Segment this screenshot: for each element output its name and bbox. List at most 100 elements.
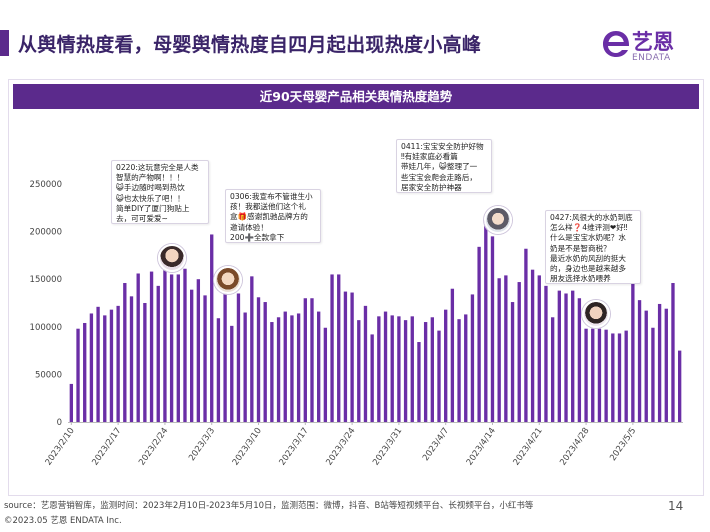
bar [644,310,648,422]
bar [677,350,682,422]
bar [203,295,207,422]
bar [464,314,468,422]
bar [450,288,455,422]
bar [310,298,314,422]
bar [537,275,541,422]
y-tick-label: 150000 [30,275,62,285]
bar [250,276,254,422]
bar [444,309,448,422]
bar [637,300,642,422]
bar [337,274,341,422]
bar [176,274,180,422]
copyright: ©2023.05 艺恩 ENDATA Inc. [4,516,122,526]
bar [116,305,120,422]
bar [517,282,521,422]
x-tick-label: 2023/2/17 [90,426,123,467]
chart-panel: 近90天母婴产品相关舆情热度趋势 [8,79,704,496]
bar [169,274,174,422]
bar [330,274,334,422]
bar [76,328,80,422]
bar [163,269,167,422]
y-tick-label: 200000 [30,228,62,238]
y-tick-label: 0 [57,418,62,428]
bar [423,322,428,422]
x-tick-label: 2023/2/10 [44,426,77,467]
bar [617,333,622,422]
bar [430,317,434,422]
endata-logo-icon [603,31,630,57]
y-tick-label: 100000 [30,323,62,333]
bar [437,330,441,422]
bar [149,271,154,422]
bar [129,296,134,422]
bar [263,302,267,422]
bar [69,383,74,422]
callout-0220: 0220:这玩意完全是人类 智慧的产物啊！！！ 😺手边随时喝到热饮 😺也太快乐了… [111,160,209,224]
bar [524,248,528,422]
x-tick-label: 2023/4/7 [421,426,451,463]
bar [584,328,588,422]
bar [343,291,348,422]
bar [183,268,187,422]
avatar-0411 [484,206,512,234]
bar [624,330,628,422]
bar [604,329,608,422]
x-tick-label: 2023/3/31 [371,426,404,467]
bar [317,311,321,422]
bar [123,283,127,422]
logo: 艺恩 ENDATA [600,26,696,66]
bar [544,285,548,422]
x-tick-label: 2023/4/28 [558,426,591,467]
bar [196,279,201,422]
callout-0427: 0427:风很大的水奶到底 怎么样❓4维评测❤好‼ 什么是宝宝水奶呢？水 奶是不… [545,210,641,284]
bar [651,327,655,422]
callout-0411: 0411:宝宝安全防护好物 ‼有娃家庭必看篇 带娃几年，😺整理了一 些宝宝会爬会… [396,139,492,193]
avatar-0220 [158,244,186,272]
bar [243,312,247,422]
bar [477,246,481,422]
x-tick-label: 2023/3/24 [324,426,357,467]
title-accent-bar [0,30,9,56]
bar [156,285,160,422]
bar [530,269,535,422]
chart-title: 近90天母婴产品相关舆情热度趋势 [13,84,699,109]
bar [470,294,475,422]
bar [510,302,515,422]
avatar-0306 [214,266,242,294]
bar [216,318,221,422]
bar [276,317,281,422]
bar [577,298,582,422]
bar [256,297,261,422]
bar [490,236,495,422]
bar [236,293,241,422]
bar [671,283,675,422]
bar [230,325,234,422]
bar [303,298,307,422]
bar [350,292,354,422]
x-tick-label: 2023/2/24 [137,426,170,467]
logo-text-cn: 艺恩 [632,30,674,54]
bar [417,342,421,422]
y-tick-label: 50000 [35,370,62,380]
x-tick-label: 2023/4/14 [465,426,498,467]
bar [457,319,461,422]
bar [296,313,301,422]
bar [290,315,294,422]
bar [504,275,508,422]
bar [564,293,568,422]
bar [390,315,394,422]
bar [631,282,635,422]
bar [363,305,368,422]
bar [270,322,274,422]
bar [323,327,328,422]
bar [497,278,501,422]
bar [143,303,147,422]
bar [550,317,555,422]
bar [109,309,114,422]
heat-trend-chart: 0 50000 100000 150000 200000 250000 2023/2/10 2… [30,180,683,467]
bar [571,290,575,422]
avatar-0427 [582,300,610,328]
bar [664,308,668,422]
bar [283,311,287,422]
x-tick-label: 2023/4/21 [512,426,545,467]
